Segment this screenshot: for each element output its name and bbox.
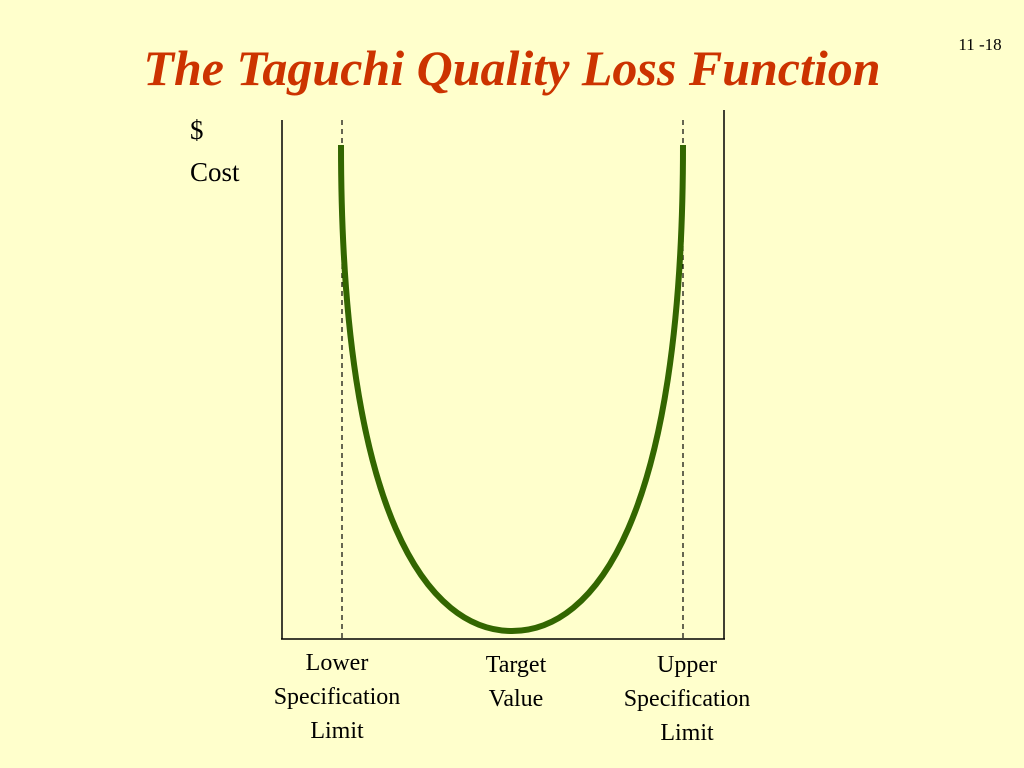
title: The Taguchi Quality Loss Function bbox=[143, 40, 880, 96]
slide-number: 11 -18 bbox=[958, 35, 1001, 54]
x-label: Value bbox=[489, 686, 544, 712]
x-label: Specification bbox=[274, 684, 401, 710]
x-label: Lower bbox=[306, 650, 369, 676]
x-label: Upper bbox=[657, 652, 717, 678]
y-label: Cost bbox=[190, 157, 240, 187]
x-label: Limit bbox=[660, 720, 714, 746]
x-label: Target bbox=[486, 652, 547, 678]
x-label: Specification bbox=[624, 686, 751, 712]
loss-curve bbox=[338, 144, 686, 635]
x-labels: Lower Specification Limit Target Value Upper S… bbox=[274, 650, 751, 746]
x-label: Limit bbox=[310, 718, 364, 744]
y-label: $ bbox=[190, 115, 204, 145]
